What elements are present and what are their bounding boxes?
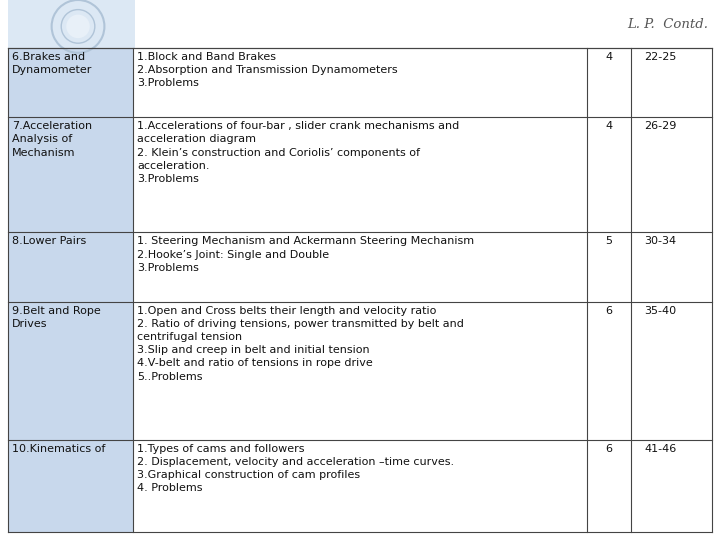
Text: L. P.  Contd.: L. P. Contd. (627, 18, 708, 31)
Bar (631, 117, 690, 232)
Text: 1.Accelerations of four-bar , slider crank mechanisms and
acceleration diagram
2: 1.Accelerations of four-bar , slider cra… (138, 121, 459, 184)
Bar (8, 301, 133, 440)
Bar (8, 48, 133, 117)
Text: 1.Open and Cross belts their length and velocity ratio
2. Ratio of driving tensi: 1.Open and Cross belts their length and … (138, 306, 464, 382)
Bar (587, 440, 631, 532)
Text: 6: 6 (606, 444, 613, 454)
Bar (631, 48, 690, 117)
Circle shape (66, 15, 90, 38)
Text: 6.Brakes and
Dynamometer: 6.Brakes and Dynamometer (12, 52, 92, 75)
Text: 10.Kinematics of: 10.Kinematics of (12, 444, 105, 454)
Text: 7.Acceleration
Analysis of
Mechanism: 7.Acceleration Analysis of Mechanism (12, 121, 92, 158)
Text: 35-40: 35-40 (644, 306, 676, 315)
Bar (631, 232, 690, 301)
Bar (587, 232, 631, 301)
Bar (8, 117, 133, 232)
Bar (631, 301, 690, 440)
Text: 5: 5 (606, 237, 613, 246)
Text: 22-25: 22-25 (644, 52, 677, 62)
Bar (587, 301, 631, 440)
Bar (587, 117, 631, 232)
Text: 1. Steering Mechanism and Ackermann Steering Mechanism
2.Hooke’s Joint: Single a: 1. Steering Mechanism and Ackermann Stee… (138, 237, 474, 273)
Bar (133, 232, 587, 301)
Bar (133, 48, 587, 117)
Text: 1.Types of cams and followers
2. Displacement, velocity and acceleration –time c: 1.Types of cams and followers 2. Displac… (138, 444, 454, 494)
Text: 41-46: 41-46 (644, 444, 676, 454)
Text: 4: 4 (606, 52, 613, 62)
Bar (631, 440, 690, 532)
Text: 26-29: 26-29 (644, 121, 677, 131)
Bar (8, 440, 133, 532)
Text: 8.Lower Pairs: 8.Lower Pairs (12, 237, 86, 246)
Text: 1.Block and Band Brakes
2.Absorption and Transmission Dynamometers
3.Problems: 1.Block and Band Brakes 2.Absorption and… (138, 52, 398, 89)
Text: 4: 4 (606, 121, 613, 131)
Text: 6: 6 (606, 306, 613, 315)
Bar (133, 440, 587, 532)
Text: 30-34: 30-34 (644, 237, 676, 246)
Bar (8, 232, 133, 301)
Bar (587, 48, 631, 117)
Bar (133, 117, 587, 232)
Bar (8, 0, 135, 48)
Text: 9.Belt and Rope
Drives: 9.Belt and Rope Drives (12, 306, 101, 329)
Bar (133, 301, 587, 440)
